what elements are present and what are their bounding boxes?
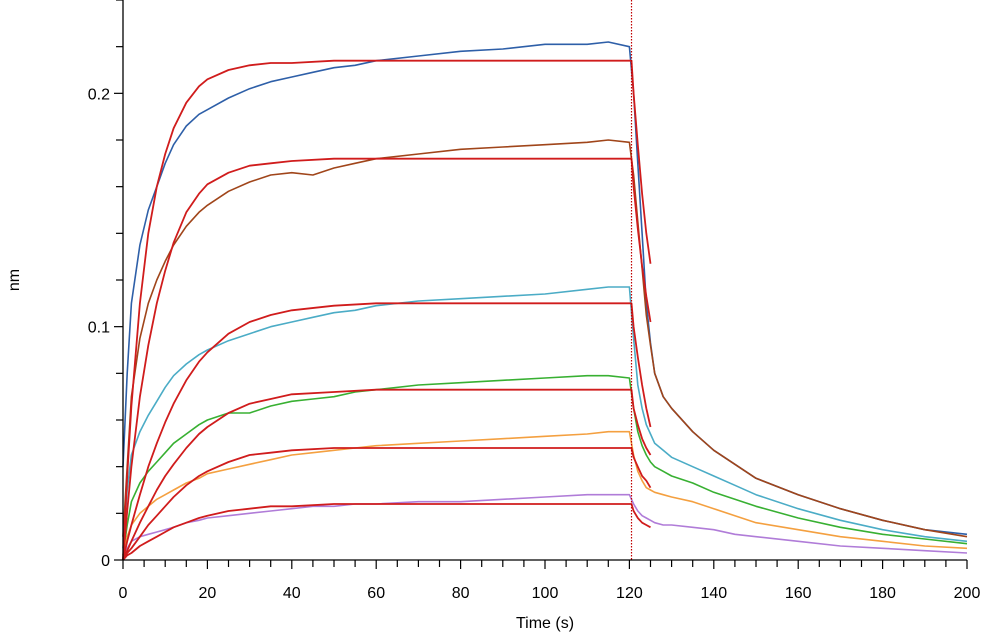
x-axis-title: Time (s)	[516, 615, 574, 632]
x-tick-label: 100	[532, 585, 559, 602]
x-tick-label: 60	[367, 585, 385, 602]
x-tick-label: 20	[199, 585, 217, 602]
data-series-line-1	[122, 41, 968, 536]
data-series-line-2	[122, 139, 968, 538]
data-layer	[122, 41, 968, 559]
y-tick-label: 0	[101, 553, 110, 570]
fit-curve-3	[122, 302, 652, 561]
x-tick-label: 200	[954, 585, 981, 602]
x-tick-label: 120	[616, 585, 643, 602]
fit-curve-4	[122, 388, 652, 561]
fit-curve-5	[122, 447, 652, 561]
data-series-line-3	[122, 286, 968, 549]
fit-curve-1	[122, 59, 652, 561]
x-tick-label: 40	[283, 585, 301, 602]
fit-curve-2	[122, 157, 652, 561]
y-axis-ticks: 0 0.1 0.2	[88, 0, 123, 570]
fit-curve-6	[122, 503, 651, 561]
x-tick-label: 80	[452, 585, 470, 602]
x-tick-label: 0	[119, 585, 128, 602]
y-axis-title: nm	[6, 269, 23, 291]
y-tick-label: 0.2	[88, 86, 110, 103]
x-axis-ticks: 0 20 40 60 80 100 120 140 160 180 200	[119, 560, 981, 602]
y-tick-label: 0.1	[88, 320, 110, 337]
fit-layer	[122, 59, 652, 561]
x-tick-label: 140	[700, 585, 727, 602]
x-tick-label: 180	[869, 585, 896, 602]
x-tick-label: 160	[785, 585, 812, 602]
data-series-line-4	[122, 374, 968, 556]
data-series-line-5	[122, 430, 968, 556]
